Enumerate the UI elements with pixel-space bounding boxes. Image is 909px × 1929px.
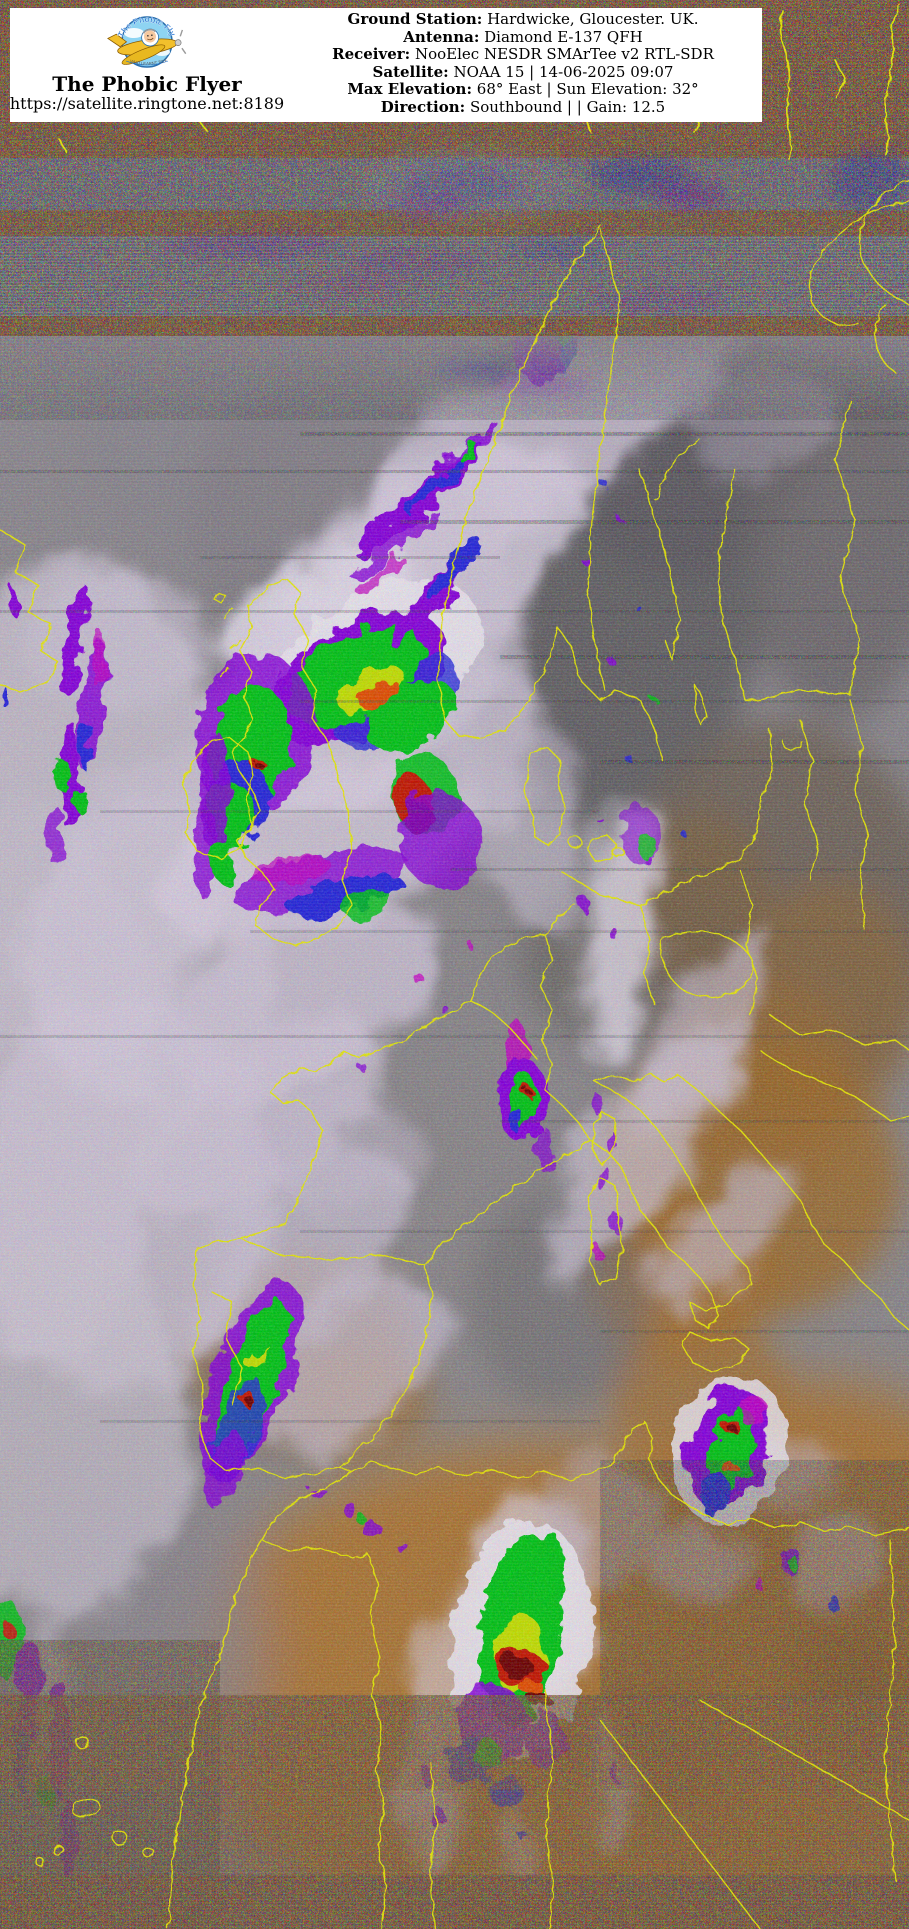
info-line-direction: Direction: Southbound | | Gain: 12.5 (380, 97, 666, 117)
info-line-antenna: Antenna: Diamond E-137 QFH (403, 27, 643, 47)
info-value: Hardwicke, Gloucester. UK. (487, 10, 699, 28)
info-line-ground-station: Ground Station: Hardwicke, Gloucester. U… (347, 10, 699, 29)
info-value: Diamond E-137 QFH (484, 27, 643, 46)
info-line-max-elevation: Max Elevation: 68° East | Sun Elevation:… (347, 81, 698, 99)
station-info: Ground Station: Hardwicke, Gloucester. U… (284, 8, 762, 122)
info-value: NOAA 15 | 14-06-2025 09:07 (453, 62, 674, 81)
info-label: Antenna: (403, 27, 480, 46)
station-identity: The Phobic Flyer WHO LEARNT TO FLY The P… (9, 3, 285, 122)
info-value: Southbound | | Gain: 12.5 (469, 97, 666, 116)
station-url-link[interactable]: https://satellite.ringtone.net:8189 (9, 94, 285, 113)
info-label: Direction: (380, 97, 466, 116)
info-line-receiver: Receiver: NooElec NESDR SMArTee v2 RTL-S… (332, 45, 714, 64)
info-value: 68° East | Sun Elevation: 32° (476, 80, 699, 99)
info-label: Receiver: (332, 45, 411, 64)
info-label: Max Elevation: (347, 80, 472, 99)
info-value: NooElec NESDR SMArTee v2 RTL-SDR (415, 45, 714, 64)
header-panel: The Phobic Flyer WHO LEARNT TO FLY The P… (9, 3, 762, 122)
info-label: Ground Station: (347, 10, 483, 28)
phobic-flyer-logo: The Phobic Flyer WHO LEARNT TO FLY (69, 3, 222, 73)
info-line-satellite: Satellite: NOAA 15 | 14-06-2025 09:07 (372, 62, 674, 82)
station-name: The Phobic Flyer (52, 72, 242, 96)
info-label: Satellite: (372, 62, 449, 81)
